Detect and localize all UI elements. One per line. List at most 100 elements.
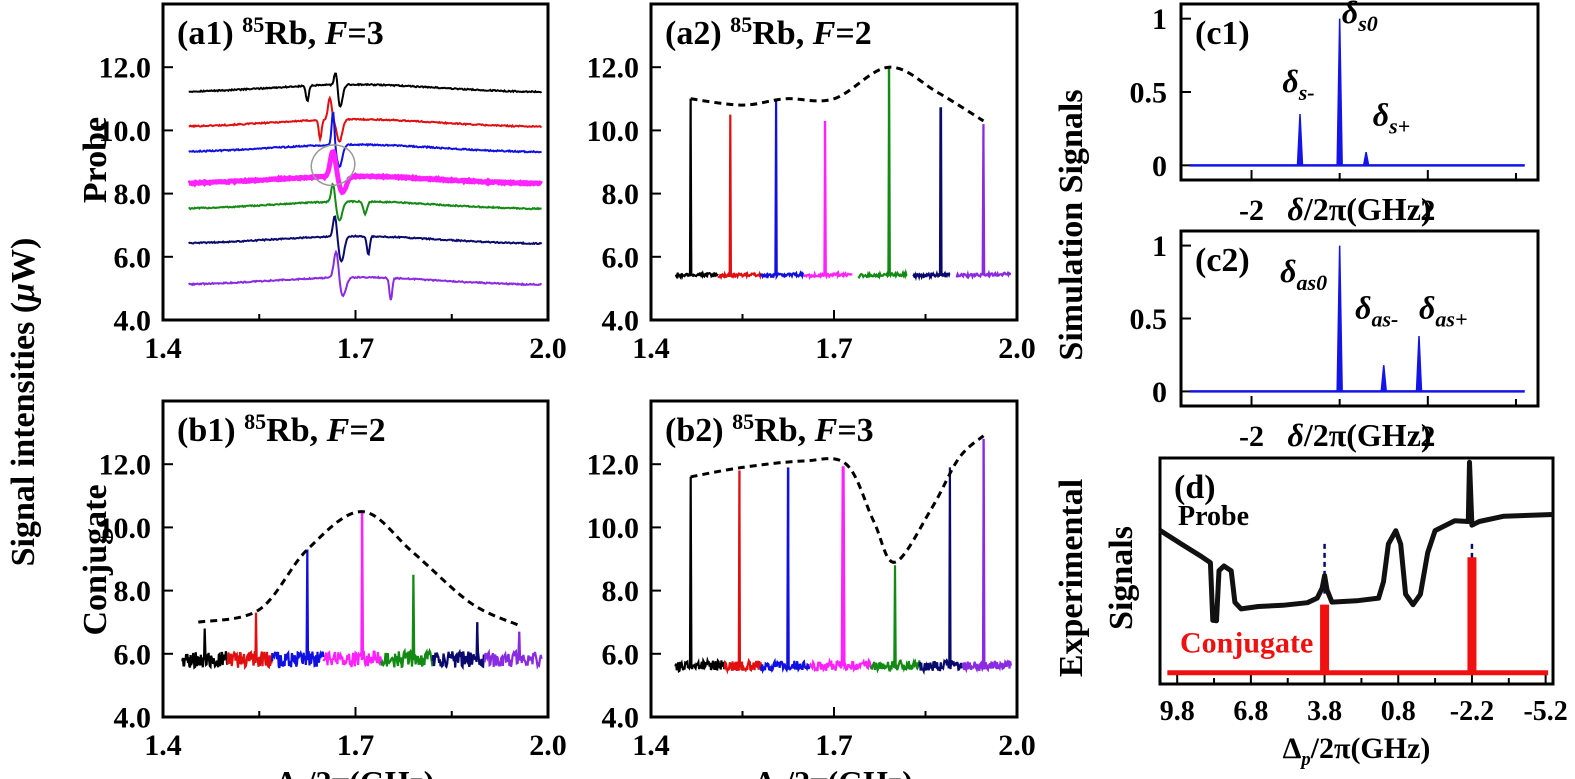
- x-tick-label: 6.8: [1233, 696, 1268, 727]
- x-axis-label: Δ2/2π(GHz): [277, 764, 435, 779]
- probe-trace-5: [188, 182, 542, 222]
- signal-intensities-ylabel: Signal intensities (μW): [5, 238, 42, 567]
- hyperfine-F: F: [814, 412, 838, 449]
- y-tick-label: 10.0: [587, 115, 640, 148]
- simulation-peak-1: [1296, 113, 1304, 167]
- spike-trace-3: [759, 467, 811, 675]
- simulation-peak-3: [1362, 151, 1370, 167]
- y-tick-label: 12.0: [99, 52, 152, 85]
- x-tick-label: 1.4: [144, 729, 182, 762]
- spike-trace-4: [803, 120, 853, 281]
- signals-ylabel: Signals: [1103, 526, 1140, 630]
- element-label: Rb,: [752, 15, 812, 52]
- spike-trace-7: [483, 631, 543, 670]
- isotope-superscript: 85: [244, 409, 266, 434]
- x-tick-label: -2: [1239, 194, 1264, 227]
- panel-title: (b2) 85Rb, F=3: [665, 409, 874, 449]
- spike-trace-6: [918, 467, 964, 676]
- y-tick-label: 12.0: [99, 449, 152, 482]
- experimental-ylabel: Experimental: [1053, 479, 1090, 677]
- probe-trace-2: [188, 95, 542, 144]
- spike-trace-1: [674, 98, 719, 281]
- panel-title: (c1): [1195, 15, 1250, 52]
- panel-label: (a1): [177, 15, 242, 52]
- y-tick-label: 8.0: [114, 575, 152, 608]
- y-tick-label: 0: [1152, 376, 1167, 409]
- spike-trace-1: [181, 628, 229, 670]
- y-tick-label: 4.0: [114, 305, 152, 338]
- x-tick-label: 1.7: [337, 729, 375, 762]
- hyperfine-F: F: [326, 412, 350, 449]
- panel-title: (a2) 85Rb, F=2: [665, 12, 872, 52]
- x-tick-label: 2.0: [529, 729, 567, 762]
- panel-label: (b2): [665, 412, 732, 449]
- hyperfine-value: =3: [347, 15, 383, 52]
- x-tick-label: 2: [1420, 420, 1435, 453]
- x-axis-label: Δp/2π(GHz): [1283, 732, 1431, 770]
- y-tick-label: 4.0: [602, 702, 640, 735]
- hyperfine-F: F: [324, 15, 348, 52]
- simulation-peak-2: [1380, 365, 1388, 393]
- panel-a2: 1.4 1.7 2.0 4.0 6.0 8.0 10.0 12.0 (a2) 85Rb, F=2: [587, 2, 1036, 365]
- y-tick-label: 1: [1152, 230, 1167, 263]
- x-tick-label: 2.0: [998, 332, 1036, 365]
- spike-trace-6: [431, 622, 485, 671]
- y-tick-label: 8.0: [114, 178, 152, 211]
- spike-trace-4: [322, 511, 383, 668]
- hyperfine-value: =3: [837, 412, 873, 449]
- x-tick-label: 1.4: [144, 332, 182, 365]
- panel-title: (c2): [1195, 242, 1250, 279]
- panel-label: (c2): [1195, 242, 1250, 279]
- isotope-superscript: 85: [730, 12, 752, 37]
- conjugate-experimental-trace: [1167, 557, 1549, 676]
- y-tick-label: 6.0: [602, 638, 640, 671]
- spike-trace-2: [717, 114, 762, 281]
- panel-label: (b1): [177, 412, 244, 449]
- y-tick-label: 10.0: [99, 115, 152, 148]
- y-tick-label: 6.0: [114, 638, 152, 671]
- panel-label: (d): [1174, 469, 1216, 506]
- spike-trace-7: [955, 124, 1012, 280]
- panel-d: 9.8 6.8 3.8 0.8 -2.2 -5.2 Probe Conjugate (d) Δp…: [1158, 456, 1568, 770]
- spike-trace-1: [674, 476, 726, 674]
- x-tick-label: 1.7: [815, 729, 853, 762]
- x-tick-label: 9.8: [1160, 696, 1195, 727]
- peak-label: δs-: [1282, 63, 1314, 105]
- simulation-peak-1: [1336, 245, 1343, 393]
- isotope-superscript: 85: [242, 12, 264, 37]
- x-tick-label: -5.2: [1523, 696, 1567, 727]
- probe-trace-7: [187, 249, 543, 301]
- hyperfine-F: F: [812, 15, 836, 52]
- y-tick-label: 12.0: [587, 449, 640, 482]
- y-tick-label: 0: [1152, 150, 1167, 183]
- spike-trace-5: [380, 574, 434, 669]
- x-tick-label: -2: [1239, 420, 1264, 453]
- x-tick-label: 2.0: [529, 332, 567, 365]
- simulation-peak-2: [1336, 18, 1343, 167]
- probe-ylabel: Probe: [77, 117, 114, 203]
- conjugate-series-label: Conjugate: [1180, 626, 1313, 659]
- x-tick-label: 0.8: [1381, 696, 1416, 727]
- x-tick-label: 3.8: [1307, 696, 1342, 727]
- x-axis-label: Δ2/2π(GHz): [755, 764, 913, 779]
- x-axis-label: δ/2π(GHz): [1287, 191, 1431, 227]
- spike-trace-5: [857, 67, 908, 280]
- panel-c1: -2 2 0 0.5 1 δs-δs0 δs+ (c1) δ/2π(GHz): [1130, 0, 1540, 227]
- element-label: Rb,: [266, 412, 326, 449]
- y-tick-label: 4.0: [114, 702, 152, 735]
- panel-label: (a2): [665, 15, 730, 52]
- probe-experimental-trace: [1158, 459, 1554, 624]
- plot-frame: [1158, 456, 1555, 686]
- hyperfine-value: =2: [349, 412, 385, 449]
- y-tick-label: 10.0: [99, 512, 152, 545]
- x-tick-label: 1.7: [815, 332, 853, 365]
- panel-title: (d): [1174, 469, 1216, 506]
- peak-label: δs0: [1342, 0, 1378, 36]
- peak-label: δs+: [1373, 97, 1411, 139]
- simulation-signals-ylabel: Simulation Signals: [1053, 89, 1090, 360]
- panel-c2: -2 2 0 0.5 1 δas0 δas-δas+ (c2) δ/2π(GHz): [1130, 229, 1540, 453]
- spike-trace-4: [808, 466, 872, 673]
- hyperfine-value: =2: [835, 15, 871, 52]
- spike-trace-2: [723, 470, 762, 675]
- panel-title: (b1) 85Rb, F=2: [177, 409, 386, 449]
